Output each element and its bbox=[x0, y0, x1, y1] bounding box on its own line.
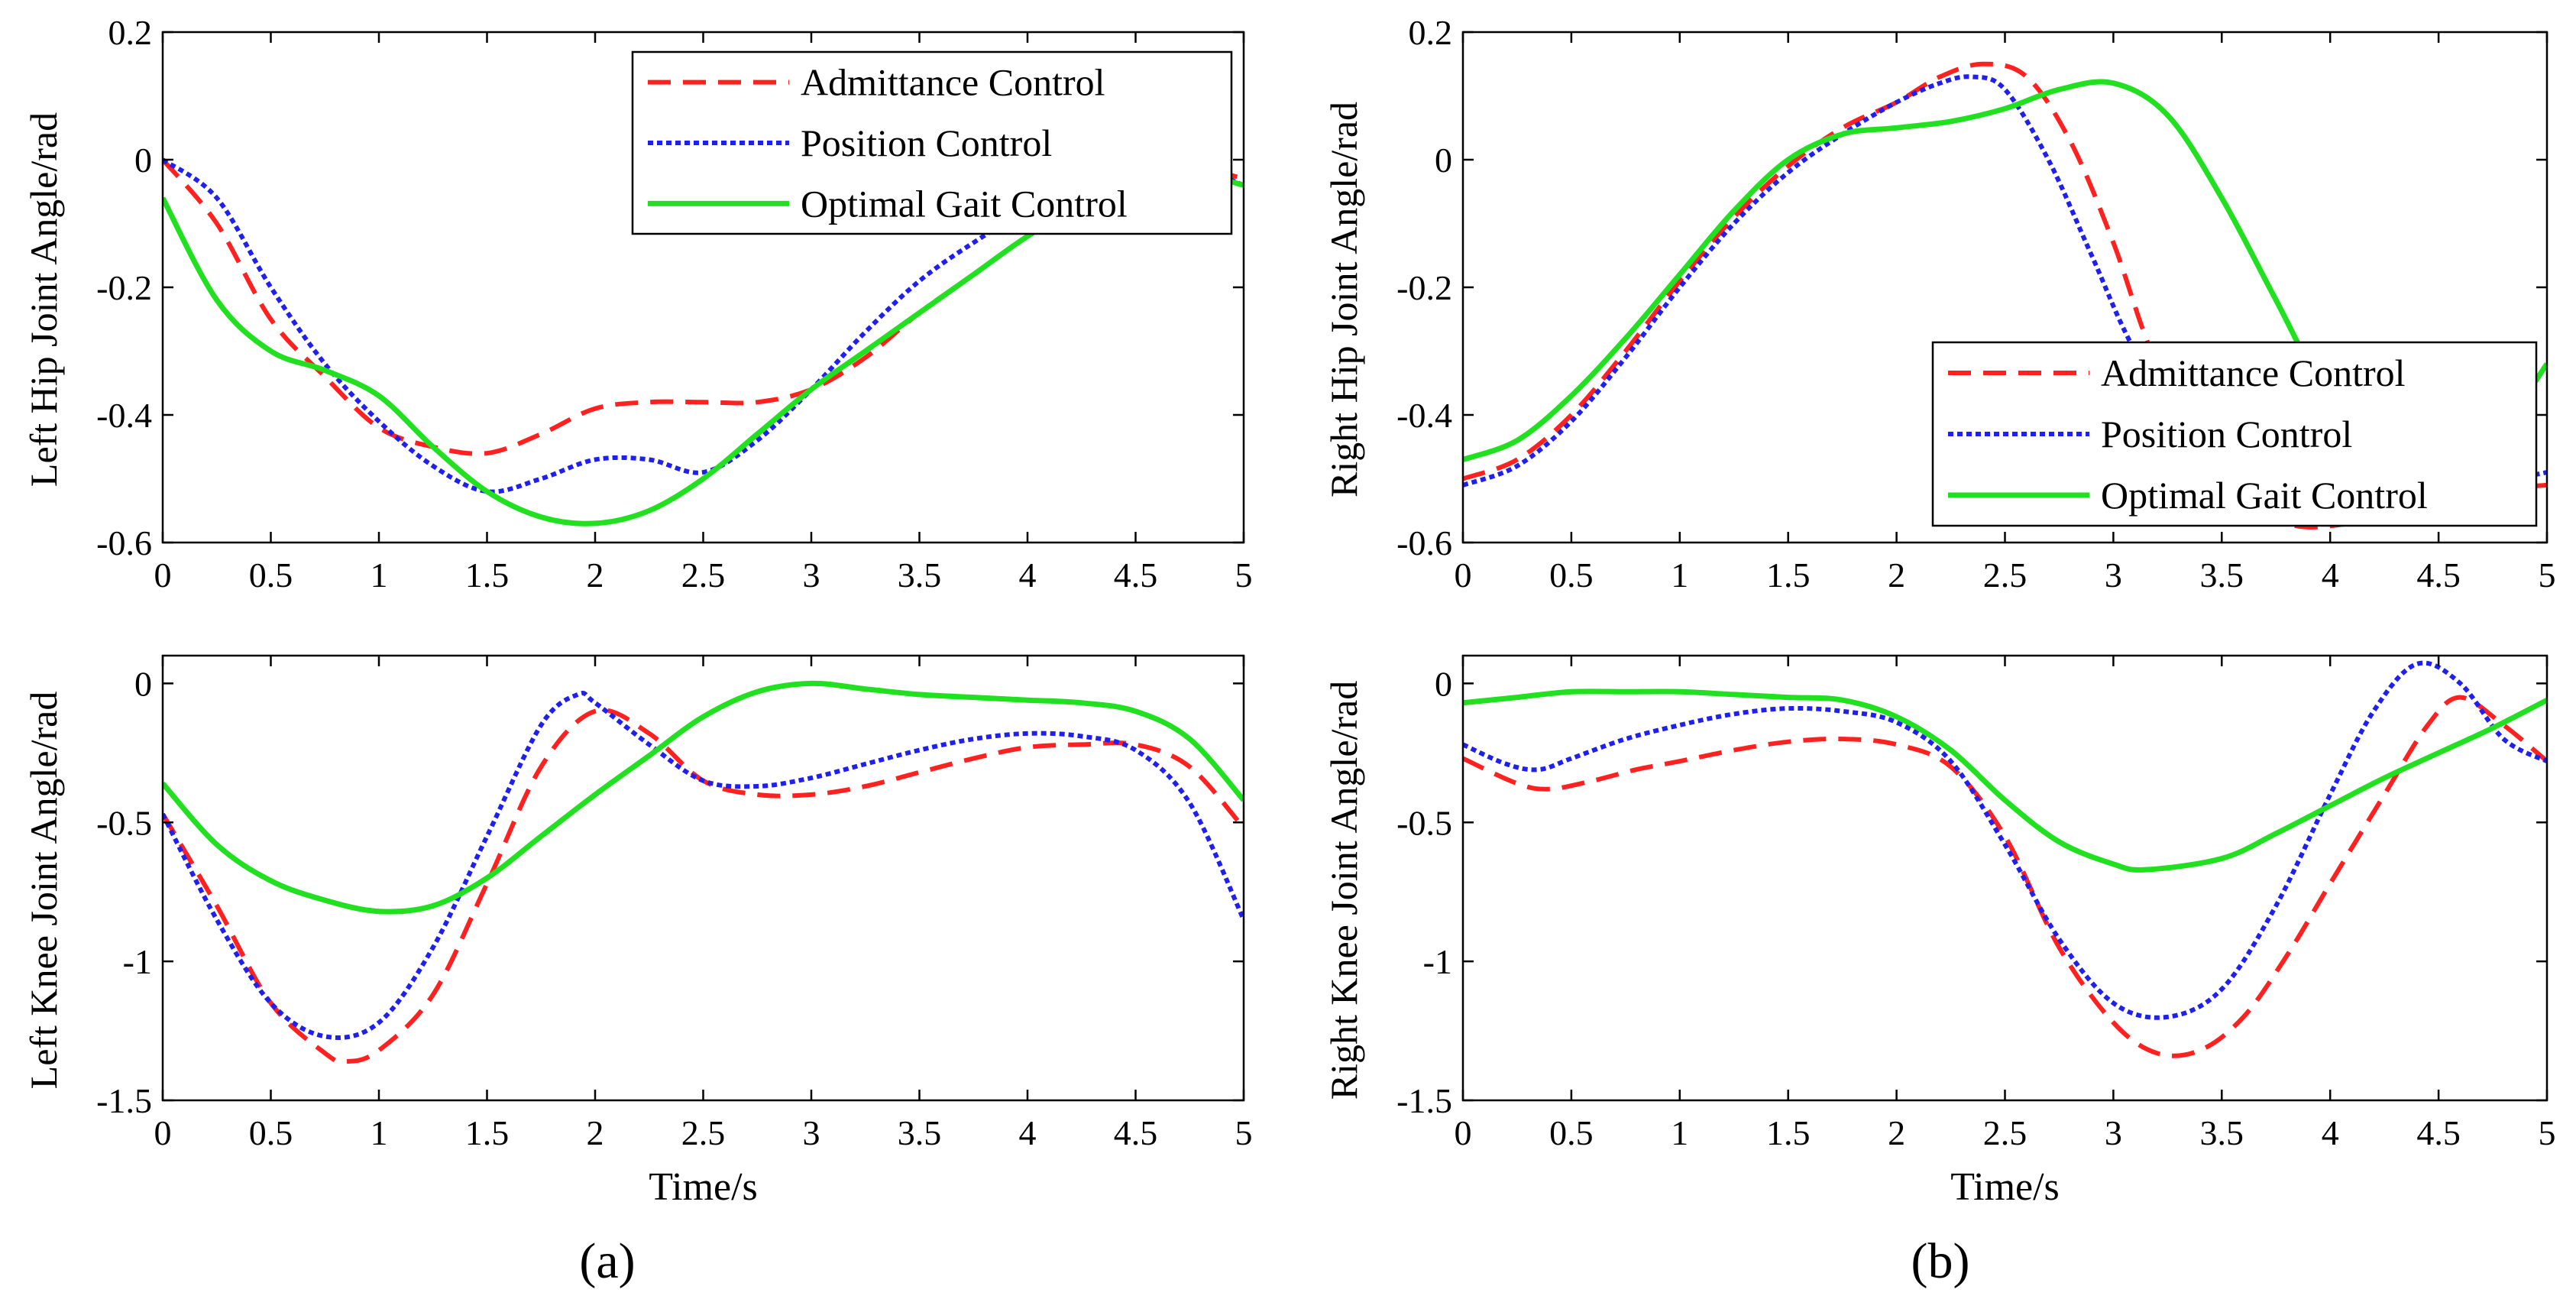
left-knee-ytick-label: -0.5 bbox=[96, 803, 152, 842]
right-knee-xtick-label: 1 bbox=[1671, 1113, 1688, 1152]
left-hip-xtick-label: 4.5 bbox=[1114, 556, 1158, 594]
left-hip-xtick-label: 0.5 bbox=[249, 556, 293, 594]
left-hip-xtick-label: 2.5 bbox=[681, 556, 726, 594]
right-hip-xtick-label: 5 bbox=[2539, 556, 2556, 594]
right-hip-xtick-label: 3.5 bbox=[2200, 556, 2244, 594]
right-hip-ylabel: Right Hip Joint Angle/rad bbox=[1322, 102, 1365, 497]
left-knee-position-control-line bbox=[163, 691, 1244, 1040]
left-knee-optimal-gait-control-line bbox=[163, 680, 1244, 915]
right-knee-xtick-label: 0 bbox=[1455, 1113, 1472, 1152]
right-knee-xtick-label: 3.5 bbox=[2200, 1113, 2244, 1152]
left-knee-xtick-label: 0.5 bbox=[249, 1113, 293, 1152]
right-knee-xtick-label: 4 bbox=[2322, 1113, 2339, 1152]
left-hip-legend-label-1: Position Control bbox=[801, 121, 1052, 164]
right-knee-ytick-label: 0 bbox=[1435, 664, 1452, 703]
right-hip-xtick-label: 4 bbox=[2322, 556, 2339, 594]
right-hip-xtick-label: 1 bbox=[1671, 556, 1688, 594]
left-knee-ytick-label: 0 bbox=[134, 664, 152, 703]
right-hip-ytick-label: -0.2 bbox=[1396, 268, 1452, 307]
left-knee-xtick-label: 4 bbox=[1019, 1113, 1037, 1152]
right-knee-ytick-label: -0.5 bbox=[1396, 803, 1452, 842]
right-hip-xtick-label: 0.5 bbox=[1549, 556, 1594, 594]
left-hip-ytick-label: 0.2 bbox=[108, 13, 153, 52]
right-hip-xtick-label: 2.5 bbox=[1983, 556, 2027, 594]
left-knee-ytick-label: -1.5 bbox=[96, 1081, 152, 1120]
right-hip-ytick-label: 0 bbox=[1435, 141, 1452, 180]
left-knee-xtick-label: 2.5 bbox=[681, 1113, 726, 1152]
right-hip-xtick-label: 1.5 bbox=[1766, 556, 1811, 594]
left-hip-ytick-label: -0.6 bbox=[96, 523, 152, 562]
left-hip-xtick-label: 1.5 bbox=[465, 556, 510, 594]
left-hip-ylabel: Left Hip Joint Angle/rad bbox=[22, 112, 65, 487]
right-knee-xlabel: Time/s bbox=[1950, 1165, 2060, 1209]
right-hip-chart: 0 0.5 1 1.5 2 2.5 3 3.5 4 4.5 5 -0.6 -0.4 -0.2 0 0.2 Rig… bbox=[1322, 13, 2556, 594]
right-knee-xtick-label: 0.5 bbox=[1549, 1113, 1594, 1152]
left-knee-ytick-label: -1 bbox=[123, 942, 152, 981]
left-hip-ytick-label: 0 bbox=[134, 141, 152, 180]
right-hip-ytick-label: -0.4 bbox=[1396, 396, 1452, 435]
left-hip-xtick-label: 3.5 bbox=[898, 556, 942, 594]
left-knee-xtick-label: 3 bbox=[803, 1113, 820, 1152]
left-knee-xtick-label: 1.5 bbox=[465, 1113, 510, 1152]
left-knee-xtick-label: 1 bbox=[371, 1113, 388, 1152]
right-knee-xtick-label: 2 bbox=[1888, 1113, 1905, 1152]
right-knee-ytick-label: -1 bbox=[1423, 942, 1452, 981]
right-hip-ytick-label: -0.6 bbox=[1396, 523, 1452, 562]
right-hip-admittance-control-line bbox=[1463, 61, 2547, 530]
left-knee-xtick-label: 3.5 bbox=[898, 1113, 942, 1152]
panel-label-a: (a) bbox=[579, 1233, 635, 1289]
right-knee-optimal-gait-control-line bbox=[1463, 688, 2547, 873]
right-knee-admittance-control-line bbox=[1463, 695, 2547, 1058]
left-hip-xtick-label: 2 bbox=[587, 556, 604, 594]
left-knee-xlabel: Time/s bbox=[649, 1165, 758, 1209]
left-hip-chart: 0 0.5 1 1.5 2 2.5 3 3.5 4 4.5 5 -0.6 -0.4 -0.2 0 0.2 Lef… bbox=[22, 13, 1253, 594]
right-knee-xtick-label: 1.5 bbox=[1766, 1113, 1811, 1152]
right-knee-xtick-label: 4.5 bbox=[2416, 1113, 2461, 1152]
left-hip-ytick-label: -0.2 bbox=[96, 268, 152, 307]
right-knee-xtick-label: 5 bbox=[2539, 1113, 2556, 1152]
left-knee-chart: 0 0.5 1 1.5 2 2.5 3 3.5 4 4.5 5 -1.5 -1 -0.5 0 Left Kne… bbox=[22, 654, 1253, 1209]
left-hip-ytick-label: -0.4 bbox=[96, 396, 152, 435]
left-hip-xtick-label: 3 bbox=[803, 556, 820, 594]
left-knee-xtick-label: 5 bbox=[1235, 1113, 1253, 1152]
right-knee-ylabel: Right Knee Joint Angle/rad bbox=[1322, 681, 1365, 1100]
right-knee-axes-box bbox=[1461, 654, 2548, 1102]
left-hip-xtick-label: 4 bbox=[1019, 556, 1037, 594]
right-hip-legend-label-2: Optimal Gait Control bbox=[2101, 474, 2428, 517]
left-hip-xtick-label: 0 bbox=[154, 556, 172, 594]
left-knee-admittance-control-line bbox=[163, 708, 1244, 1064]
right-knee-chart: 0 0.5 1 1.5 2 2.5 3 3.5 4 4.5 5 -1.5 -1 -0.5 0 Right Kn… bbox=[1322, 654, 2556, 1209]
right-knee-position-control-line bbox=[1463, 660, 2547, 1020]
panel-label-b: (b) bbox=[1911, 1233, 1970, 1289]
right-hip-xtick-label: 4.5 bbox=[2416, 556, 2461, 594]
left-hip-xtick-label: 5 bbox=[1235, 556, 1253, 594]
right-knee-xtick-label: 3 bbox=[2105, 1113, 2122, 1152]
right-hip-legend: Admittance Control Position Control Optima… bbox=[1931, 341, 2538, 527]
right-hip-ytick-label: 0.2 bbox=[1409, 13, 1453, 52]
right-hip-xtick-label: 3 bbox=[2105, 556, 2122, 594]
right-hip-xtick-label: 2 bbox=[1888, 556, 1905, 594]
left-hip-xtick-label: 1 bbox=[371, 556, 388, 594]
left-knee-axes-box bbox=[161, 654, 1245, 1102]
left-hip-legend: Admittance Control Position Control Optima… bbox=[631, 50, 1233, 235]
left-hip-legend-label-0: Admittance Control bbox=[801, 61, 1105, 104]
left-knee-ylabel: Left Knee Joint Angle/rad bbox=[22, 692, 65, 1090]
right-knee-xtick-label: 2.5 bbox=[1983, 1113, 2027, 1152]
left-knee-xtick-label: 0 bbox=[154, 1113, 172, 1152]
left-hip-legend-label-2: Optimal Gait Control bbox=[801, 182, 1128, 225]
left-knee-series-group bbox=[163, 680, 1244, 1064]
left-knee-xtick-label: 2 bbox=[587, 1113, 604, 1152]
right-knee-series-group bbox=[1463, 660, 2547, 1058]
right-hip-legend-label-0: Admittance Control bbox=[2101, 351, 2406, 394]
right-knee-ytick-label: -1.5 bbox=[1396, 1081, 1452, 1120]
left-knee-xtick-label: 4.5 bbox=[1114, 1113, 1158, 1152]
right-hip-xtick-label: 0 bbox=[1455, 556, 1472, 594]
right-hip-legend-label-1: Position Control bbox=[2101, 413, 2352, 455]
